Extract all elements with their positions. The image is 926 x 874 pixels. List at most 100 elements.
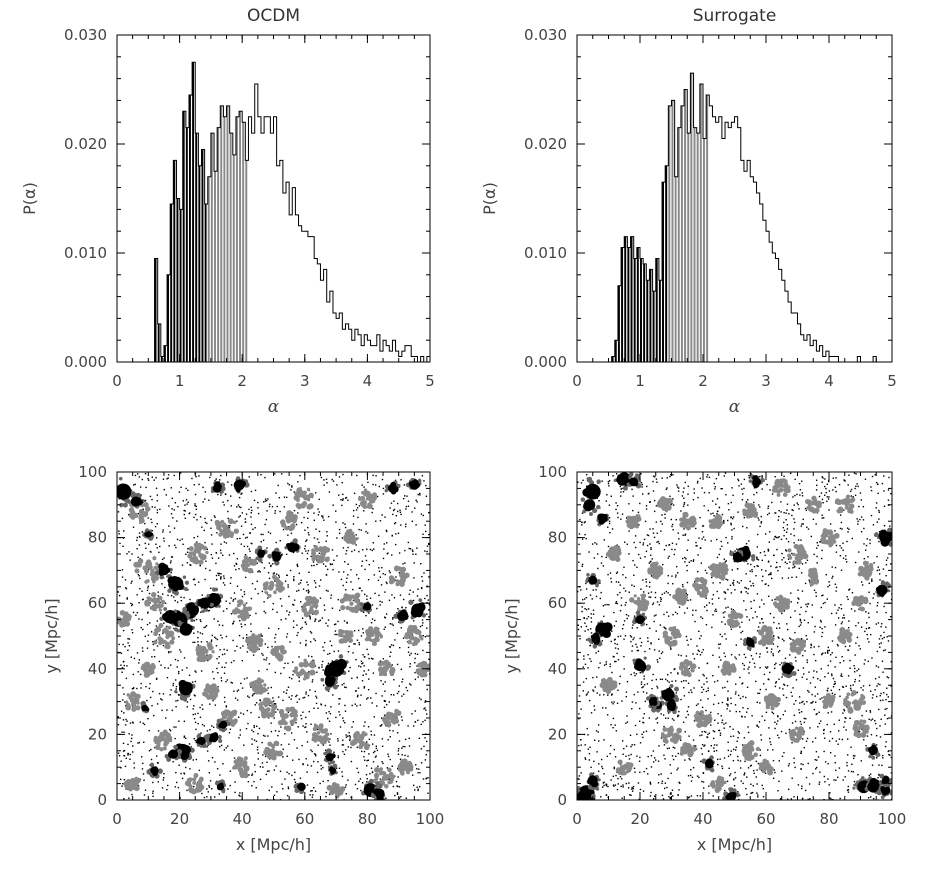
scatter-point <box>223 672 226 674</box>
scatter-point-halo <box>143 665 147 670</box>
scatter-point <box>166 788 168 791</box>
histogram-bar <box>201 149 204 362</box>
scatter-point <box>141 756 143 758</box>
scatter-point-halo <box>388 774 395 780</box>
scatter-point <box>427 777 429 779</box>
scatter-point <box>834 604 836 606</box>
scatter-point <box>168 651 170 654</box>
chart-title: Surrogate <box>693 6 777 26</box>
histogram-bar <box>182 111 185 362</box>
scatter-point <box>355 658 357 661</box>
scatter-point-halo <box>276 752 281 757</box>
scatter-point <box>374 750 376 753</box>
scatter-point <box>266 510 268 512</box>
scatter-point <box>187 548 189 550</box>
scatter-point-halo <box>324 547 331 553</box>
scatter-point <box>774 685 777 688</box>
scatter-point <box>163 622 165 624</box>
scatter-point <box>412 774 414 776</box>
scatter-point <box>147 634 150 636</box>
scatter-point <box>251 743 253 745</box>
scatter-point <box>206 796 208 798</box>
scatter-point <box>334 630 337 632</box>
scatter-point <box>137 573 140 576</box>
scatter-point <box>272 572 275 575</box>
histogram-bar <box>677 127 680 362</box>
scatter-point <box>289 641 291 643</box>
scatter-point <box>211 756 214 759</box>
scatter-point <box>775 536 778 539</box>
scatter-point <box>288 595 290 598</box>
scatter-point-cluster <box>218 723 223 728</box>
scatter-point <box>257 758 260 760</box>
scatter-point <box>848 589 850 591</box>
scatter-point <box>235 562 237 565</box>
scatter-point <box>421 619 424 621</box>
scatter-point-halo <box>381 776 386 781</box>
scatter-point <box>274 730 277 732</box>
scatter-point <box>361 680 364 682</box>
scatter-point <box>168 505 170 507</box>
scatter-point-halo <box>122 502 128 508</box>
scatter-point <box>820 492 823 494</box>
scatter-point <box>265 659 267 661</box>
scatter-point <box>396 732 399 734</box>
scatter-point <box>823 775 826 778</box>
scatter-point <box>750 585 752 587</box>
scatter-point <box>361 484 363 486</box>
scatter-point-halo <box>241 613 247 619</box>
scatter-point <box>255 787 257 789</box>
scatter-point-cluster <box>158 562 167 571</box>
scatter-point <box>828 649 831 652</box>
scatter-point <box>421 624 424 627</box>
scatter-point <box>152 643 154 646</box>
scatter-point <box>657 782 660 784</box>
scatter-point <box>267 594 269 596</box>
scatter-point <box>213 515 216 517</box>
scatter-point <box>137 671 139 673</box>
scatter-point-halo <box>360 495 366 502</box>
scatter-point <box>661 782 663 785</box>
scatter-point <box>810 646 812 649</box>
scatter-point-cluster <box>416 602 426 612</box>
scatter-point <box>275 765 277 767</box>
scatter-point <box>342 547 345 549</box>
scatter-point <box>266 547 268 549</box>
scatter-point <box>383 714 386 716</box>
scatter-point <box>721 621 723 623</box>
scatter-point <box>167 474 170 476</box>
scatter-point <box>396 611 398 614</box>
scatter-point <box>724 561 727 563</box>
scatter-point <box>723 522 725 524</box>
scatter-point <box>353 549 356 551</box>
scatter-point <box>732 494 734 497</box>
scatter-point <box>359 704 362 706</box>
scatter-point <box>360 529 362 531</box>
scatter-point <box>196 519 198 521</box>
scatter-point-halo <box>150 591 157 598</box>
scatter-point <box>400 627 402 629</box>
scatter-point <box>147 543 150 545</box>
x-axis-label: α <box>268 397 280 417</box>
scatter-point <box>141 478 143 481</box>
scatter-point <box>321 660 324 663</box>
histogram-bar <box>160 356 163 362</box>
scatter-point <box>221 637 223 639</box>
scatter-point <box>358 643 361 646</box>
scatter-point-halo <box>133 785 140 792</box>
scatter-point <box>424 550 426 552</box>
scatter-point <box>656 717 659 719</box>
scatter-point <box>251 774 253 777</box>
scatter-point <box>734 771 736 774</box>
scatter-point <box>305 693 307 695</box>
scatter-point-halo <box>255 684 262 690</box>
scatter-point-cluster <box>293 545 299 551</box>
scatter-point <box>229 582 232 585</box>
scatter-point <box>148 592 151 595</box>
scatter-point <box>173 627 175 630</box>
scatter-point <box>250 512 253 514</box>
scatter-point <box>300 717 303 720</box>
scatter-point <box>342 584 344 587</box>
scatter-point <box>223 701 226 703</box>
scatter-point-halo <box>214 693 218 697</box>
